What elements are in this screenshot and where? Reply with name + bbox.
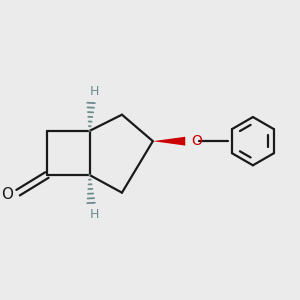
Polygon shape xyxy=(153,137,185,146)
Text: H: H xyxy=(89,208,99,221)
Text: O: O xyxy=(1,187,13,202)
Text: H: H xyxy=(89,85,99,98)
Text: O: O xyxy=(192,134,203,148)
